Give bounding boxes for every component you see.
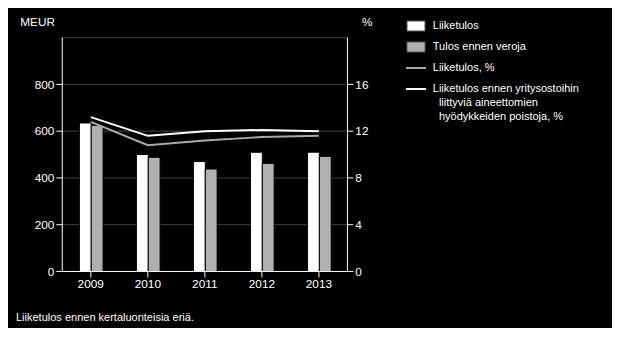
svg-text:200: 200 [35, 218, 55, 232]
svg-text:800: 800 [35, 78, 55, 92]
svg-text:2013: 2013 [306, 277, 333, 291]
html-text:Liiketulos ennen kertaluonteis: Liiketulos ennen kertaluonteisia eriä. [16, 311, 194, 323]
svg-text:400: 400 [35, 171, 55, 185]
svg-text:16: 16 [355, 78, 369, 92]
svg-text:0: 0 [48, 265, 55, 279]
svg-text:MEUR: MEUR [20, 15, 55, 29]
html-text:Liiketulos ennen yritysostoihi: Liiketulos ennen yritysostoihin liittyvi… [432, 82, 579, 122]
svg-text:2009: 2009 [78, 277, 105, 291]
svg-text:600: 600 [35, 124, 55, 138]
html-text:Tulos ennen veroja: Tulos ennen veroja [432, 40, 526, 52]
svg-text:2012: 2012 [249, 277, 275, 291]
svg-text:2010: 2010 [135, 277, 162, 291]
svg-text:0: 0 [355, 265, 362, 279]
html-text:Liiketulos, %: Liiketulos, % [432, 61, 495, 73]
svg-text:%: % [362, 15, 373, 29]
svg-text:12: 12 [355, 124, 368, 138]
svg-text:8: 8 [355, 171, 362, 185]
svg-text:2011: 2011 [192, 277, 217, 291]
svg-text:4: 4 [355, 218, 362, 232]
html-text:Liiketulos: Liiketulos [432, 19, 479, 31]
